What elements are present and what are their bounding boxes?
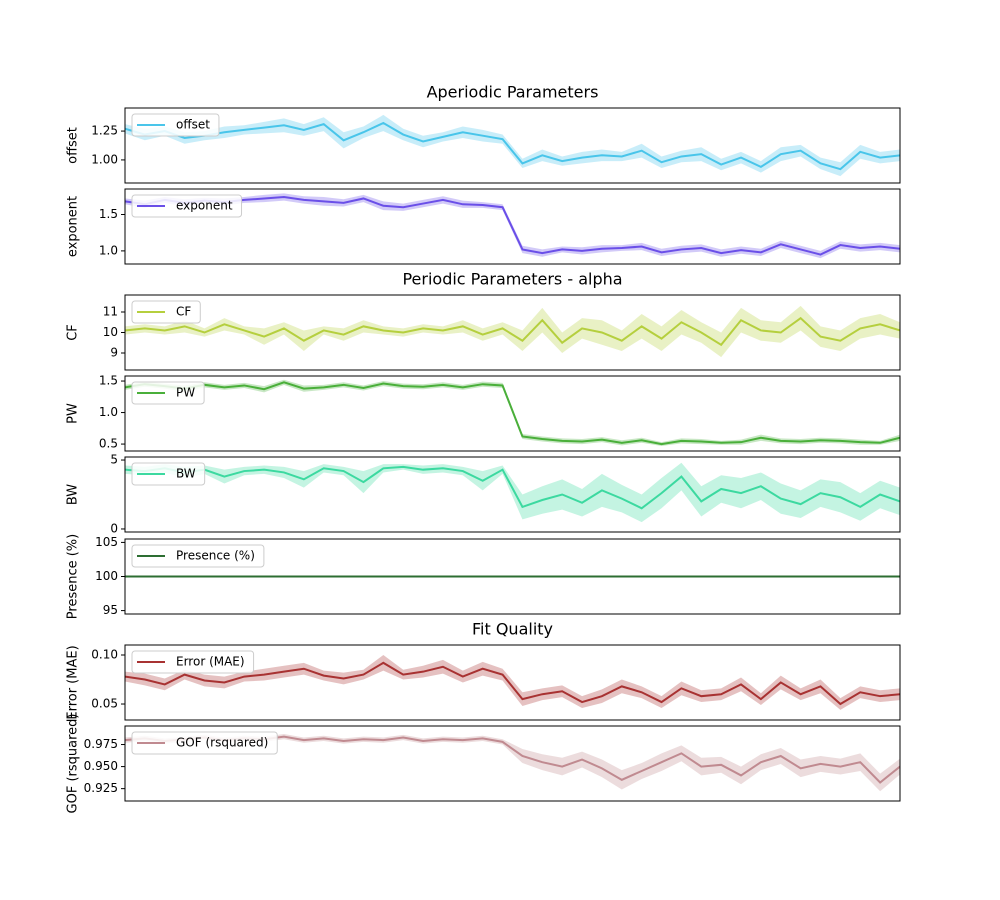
y-tick-label: 0.975 — [84, 737, 118, 751]
y-tick-label: 105 — [95, 535, 118, 549]
panel: exponent 1.0 1.5 exponent — [66, 188, 901, 265]
legend-box — [131, 462, 206, 486]
legend: Presence (%) — [131, 544, 265, 568]
error-band — [125, 462, 900, 523]
y-axis-label: exponent — [66, 196, 81, 257]
y-tick-label: 100 — [95, 569, 118, 583]
legend: GOF (rsquared) — [131, 731, 278, 755]
legend-label: PW — [176, 386, 195, 400]
series-line — [125, 381, 900, 446]
y-tick-label: 0 — [110, 521, 118, 535]
axes-frame — [124, 107, 901, 184]
legend-label: Presence (%) — [176, 549, 255, 563]
series-line — [125, 465, 900, 510]
y-axis-label: BW — [66, 484, 81, 505]
y-axis-label: CF — [66, 324, 81, 341]
legend-box — [131, 113, 220, 137]
series-line — [125, 196, 900, 256]
y-tick-label: 0.05 — [91, 697, 118, 711]
y-axis-label: GOF (rsquared) — [66, 714, 81, 814]
panel-title: Aperiodic Parameters — [427, 83, 599, 102]
panel: BW 0 5 BW — [66, 453, 901, 535]
legend-label: CF — [176, 305, 191, 319]
error-band — [125, 305, 900, 358]
legend: Error (MAE) — [131, 650, 255, 674]
axes-frame — [124, 375, 901, 452]
legend: exponent — [131, 194, 243, 218]
legend-box — [131, 544, 265, 568]
y-tick-label: 5 — [110, 453, 118, 467]
legend: offset — [131, 113, 220, 137]
series-line — [125, 316, 900, 347]
y-tick-label: 10 — [103, 325, 118, 339]
y-tick-label: 1.00 — [91, 152, 118, 166]
y-tick-label: 1.25 — [91, 124, 118, 138]
y-tick-label: 0.950 — [84, 759, 118, 773]
axes-frame — [124, 538, 901, 615]
y-tick-label: 1.5 — [99, 207, 118, 221]
y-tick-label: 0.925 — [84, 781, 118, 795]
legend-box — [131, 194, 243, 218]
y-tick-label: 95 — [103, 603, 118, 617]
panel: Periodic Parameters - alpha CF 9 10 11 CF — [66, 270, 901, 371]
y-tick-label: 1.5 — [99, 374, 118, 388]
legend-label: offset — [176, 118, 210, 132]
y-axis-label: offset — [66, 127, 81, 164]
error-band — [125, 193, 900, 259]
legend-label: Error (MAE) — [176, 655, 245, 669]
axes-frame — [124, 294, 901, 371]
axes-frame — [124, 644, 901, 721]
axes-frame — [124, 456, 901, 533]
y-axis-label: Presence (%) — [66, 534, 81, 619]
panel: Fit Quality Error (MAE) 0.05 0.10 Error (MAE… — [66, 620, 901, 721]
legend-label: GOF (rsquared) — [176, 736, 268, 750]
legend-box — [131, 300, 201, 324]
y-axis-label: Error (MAE) — [66, 645, 81, 719]
y-tick-label: 0.10 — [91, 648, 118, 662]
legend: PW — [131, 381, 205, 405]
legend-box — [131, 650, 255, 674]
panel: PW 0.5 1.0 1.5 PW — [66, 374, 901, 452]
error-band — [125, 114, 900, 177]
legend: CF — [131, 300, 201, 324]
legend-label: BW — [176, 467, 196, 481]
legend-box — [131, 381, 205, 405]
axes-frame — [124, 725, 901, 802]
y-tick-label: 11 — [103, 305, 118, 319]
y-tick-label: 9 — [110, 345, 118, 359]
y-tick-label: 0.5 — [99, 437, 118, 451]
y-axis-label: PW — [66, 403, 81, 424]
legend-label: exponent — [176, 199, 233, 213]
panel-title: Periodic Parameters - alpha — [402, 270, 622, 289]
legend: BW — [131, 462, 206, 486]
axes-frame — [124, 188, 901, 265]
panel: Presence (%) 95 100 105 Presence (%) — [66, 534, 901, 619]
panel: Aperiodic Parameters offset 1.00 1.25 offset — [66, 83, 901, 184]
series-line — [125, 121, 900, 171]
y-tick-label: 1.0 — [99, 243, 118, 257]
panel-title: Fit Quality — [472, 620, 553, 639]
y-tick-label: 1.0 — [99, 405, 118, 419]
series-line — [125, 661, 900, 706]
legend-box — [131, 731, 278, 755]
